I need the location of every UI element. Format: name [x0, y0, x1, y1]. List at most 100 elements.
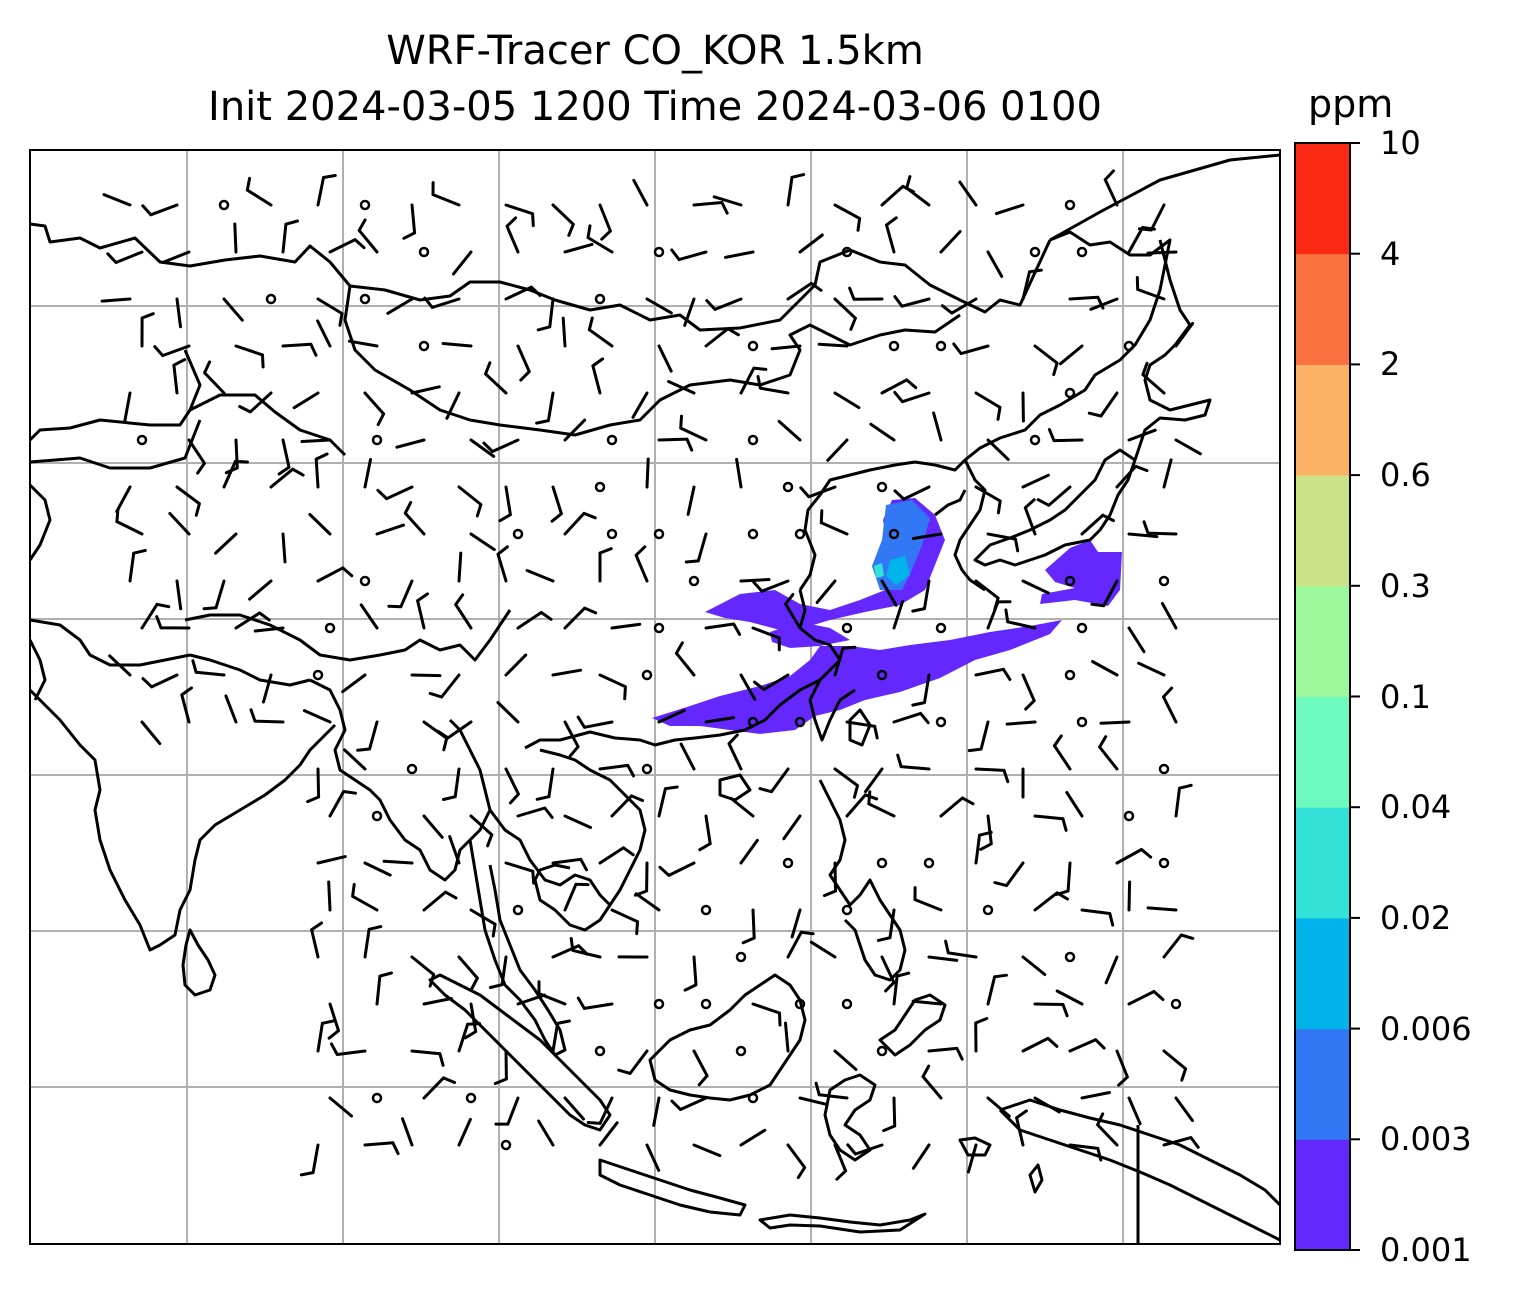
- wind-barb-icon: [484, 361, 508, 395]
- wind-barb-icon: [382, 859, 414, 865]
- wind-barb-icon: [704, 327, 740, 348]
- wind-barb-icon: [504, 861, 536, 885]
- calm-circle-icon: [782, 481, 794, 493]
- wind-barb-icon: [376, 485, 414, 501]
- colorbar-tick-label: 0.6: [1380, 456, 1431, 495]
- wind-barb-icon: [739, 578, 771, 583]
- wind-barb-icon: [799, 485, 837, 499]
- wind-barb-icon: [516, 993, 546, 1006]
- calm-circle-icon: [1158, 575, 1170, 587]
- wind-barb-icon: [633, 861, 649, 897]
- wind-barb-icon: [893, 390, 931, 404]
- colorbar-segment: [1295, 253, 1350, 365]
- calm-circle-icon: [747, 1092, 759, 1104]
- wind-barb-icon: [885, 216, 898, 254]
- wind-barb-icon: [1162, 1049, 1188, 1082]
- wind-barb-icon: [428, 673, 461, 699]
- calm-circle-icon: [841, 998, 853, 1010]
- wind-barb-icon: [986, 600, 1012, 630]
- wind-barb-icon: [1036, 485, 1072, 507]
- wind-barb-icon: [786, 173, 806, 207]
- wind-barb-icon: [756, 375, 790, 395]
- wind-barb-icon: [1068, 1038, 1106, 1053]
- wind-barb-icon: [504, 653, 528, 677]
- wind-barb-icon: [913, 886, 943, 912]
- calm-circle-icon: [641, 669, 653, 681]
- wind-barb-icon: [191, 659, 226, 677]
- map-frame: [29, 149, 1281, 1245]
- wind-barb-icon: [657, 344, 673, 373]
- wind-barb-icon: [724, 250, 755, 259]
- wind-barb-icon: [817, 342, 849, 348]
- wind-barb-icon: [1033, 814, 1068, 832]
- wind-barb-icon: [848, 286, 884, 301]
- wind-barb-icon: [422, 814, 444, 839]
- calm-circle-icon: [406, 763, 418, 775]
- colorbar-tick-label: 0.04: [1380, 788, 1452, 827]
- wind-barb-icon: [563, 242, 594, 254]
- colorbar-segment: [1295, 1028, 1350, 1140]
- wind-barb-icon: [712, 195, 743, 207]
- wind-barb-icon: [422, 890, 458, 912]
- wind-barb-icon: [927, 955, 959, 962]
- wind-barb-icon: [1115, 848, 1153, 865]
- wind-barb-icon: [1141, 361, 1166, 395]
- wind-barb-icon: [363, 458, 372, 489]
- wind-barb-icon: [561, 316, 567, 348]
- wind-barb-icon: [751, 1002, 782, 1027]
- wind-barb-icon: [387, 579, 414, 609]
- wind-barb-icon: [1033, 344, 1059, 377]
- colorbar-unit: ppm: [1308, 82, 1394, 126]
- wind-barb-icon: [752, 579, 790, 593]
- wind-barb-icon: [248, 579, 273, 601]
- calm-circle-icon: [371, 810, 383, 822]
- wind-barb-icon: [327, 1002, 340, 1040]
- wind-barb-icon: [102, 193, 132, 207]
- calm-circle-icon: [1064, 575, 1076, 587]
- wind-barb-icon: [316, 566, 354, 583]
- calm-circle-icon: [465, 1092, 477, 1104]
- wind-barb-icon: [770, 344, 802, 351]
- wind-barb-icon: [657, 437, 694, 452]
- wind-barb-icon: [1174, 1096, 1194, 1123]
- calm-circle-icon: [700, 998, 712, 1010]
- wind-barb-icon: [705, 297, 743, 311]
- wind-barb-icon: [454, 593, 473, 630]
- wind-barb-icon: [516, 344, 531, 382]
- wind-barb-icon: [1115, 464, 1149, 489]
- wind-barb-icon: [175, 297, 182, 329]
- wind-barb-icon: [469, 908, 497, 938]
- wind-barb-icon: [952, 342, 990, 356]
- wind-barb-icon: [525, 569, 555, 583]
- wind-barb-icon: [351, 882, 379, 912]
- wind-barb-icon: [692, 1049, 709, 1087]
- wind-barb-icon: [431, 181, 461, 207]
- wind-barb-icon: [1021, 673, 1036, 711]
- wind-barb-icon: [281, 342, 318, 357]
- wind-barb-icon: [1091, 660, 1119, 677]
- wind-barb-icon: [658, 861, 696, 877]
- calm-circle-icon: [606, 528, 618, 540]
- wind-barb-icon: [1021, 473, 1050, 489]
- wind-barb-icon: [657, 785, 679, 818]
- wind-barb-icon: [482, 438, 520, 453]
- calm-circle-icon: [1064, 951, 1076, 963]
- wind-barb-icon: [1023, 498, 1037, 536]
- wind-barb-icon: [1004, 608, 1037, 630]
- wind-barb-icon: [753, 673, 790, 691]
- plume-core-0.006: [886, 556, 910, 585]
- wind-barb-icon: [1135, 276, 1166, 301]
- wind-barb-icon: [974, 485, 1002, 515]
- calm-circle-icon: [371, 1092, 383, 1104]
- calm-circle-icon: [1064, 387, 1076, 399]
- wind-barb-icon: [940, 297, 978, 315]
- wind-barb-icon: [245, 176, 273, 207]
- wind-barb-icon: [488, 955, 508, 989]
- wind-barb-icon: [108, 654, 132, 677]
- calm-circle-icon: [136, 434, 148, 446]
- calm-circle-icon: [653, 622, 665, 634]
- wind-barb-icon: [674, 641, 696, 677]
- calm-circle-icon: [794, 716, 806, 728]
- wind-barb-icon: [1065, 791, 1084, 818]
